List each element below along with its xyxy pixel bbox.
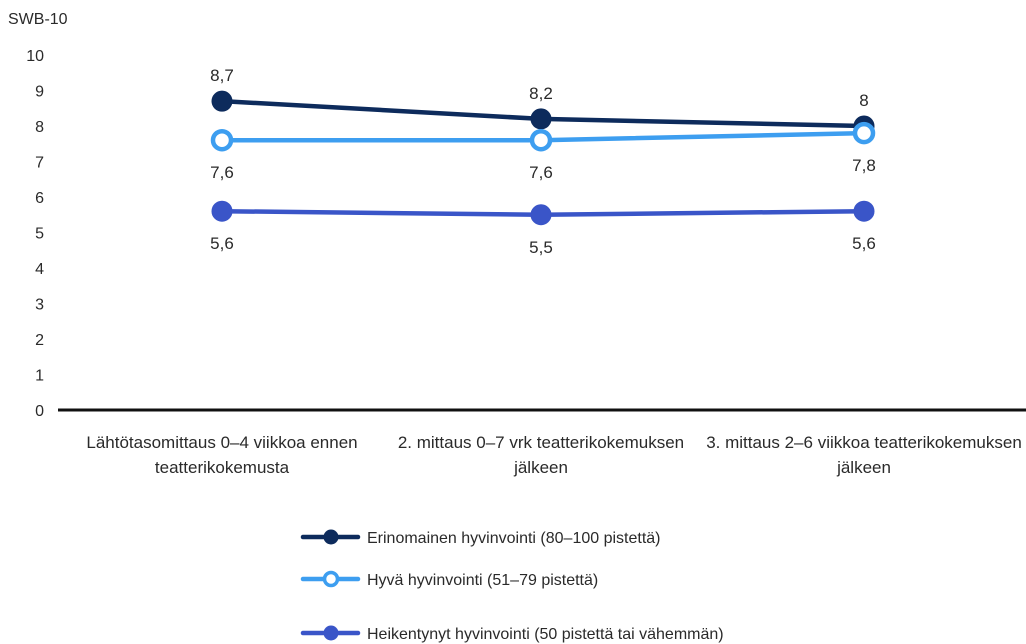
y-tick-label: 5 — [35, 226, 44, 243]
y-tick-label: 1 — [35, 368, 44, 385]
data-point — [211, 200, 233, 222]
data-point — [210, 128, 234, 152]
data-point — [853, 200, 875, 222]
data-label: 8 — [859, 91, 868, 110]
y-tick-label: 3 — [35, 297, 44, 314]
data-point — [529, 128, 553, 152]
y-tick-label: 2 — [35, 332, 44, 349]
legend-marker — [323, 625, 339, 641]
data-point — [530, 108, 552, 130]
y-tick-label: 9 — [35, 84, 44, 101]
data-point — [530, 204, 552, 226]
legend-label: Hyvä hyvinvointi (51–79 pistettä) — [367, 572, 598, 589]
x-category-label: Lähtötasomittaus 0–4 viikkoa ennen — [86, 433, 357, 452]
x-category-label: 3. mittaus 2–6 viikkoa teatterikokemukse… — [706, 433, 1022, 452]
legend-marker — [322, 570, 340, 588]
legend-label: Erinomainen hyvinvointi (80–100 pistettä… — [367, 530, 661, 547]
y-tick-label: 7 — [35, 155, 44, 172]
data-label: 8,7 — [210, 66, 234, 85]
y-tick-label: 10 — [26, 48, 44, 65]
x-category-label: teatterikokemusta — [155, 458, 290, 477]
legend-marker — [323, 529, 339, 545]
data-point — [852, 121, 876, 145]
x-category-label: jälkeen — [836, 458, 891, 477]
y-axis-label: SWB-10 — [8, 11, 68, 28]
y-tick-label: 4 — [35, 261, 44, 278]
data-label: 5,6 — [852, 234, 876, 253]
y-tick-label: 0 — [35, 403, 44, 420]
data-label: 5,5 — [529, 238, 553, 257]
y-tick-label: 6 — [35, 190, 44, 207]
data-label: 8,2 — [529, 84, 553, 103]
data-label: 5,6 — [210, 234, 234, 253]
data-label: 7,6 — [210, 163, 234, 182]
data-label: 7,6 — [529, 163, 553, 182]
legend-label: Heikentynyt hyvinvointi (50 pistettä tai… — [367, 626, 724, 643]
y-tick-label: 8 — [35, 119, 44, 136]
x-category-label: jälkeen — [513, 458, 568, 477]
x-category-label: 2. mittaus 0–7 vrk teatterikokemuksen — [398, 433, 684, 452]
data-label: 7,8 — [852, 156, 876, 175]
data-point — [211, 90, 233, 112]
